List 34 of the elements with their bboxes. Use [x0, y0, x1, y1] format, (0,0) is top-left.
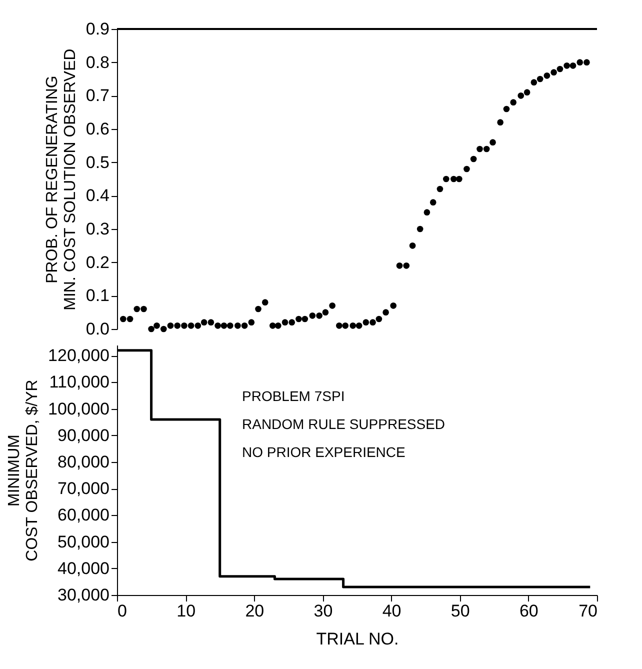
- x-tick-label: 20: [245, 602, 264, 620]
- y-tick-label: 90,000: [58, 426, 110, 445]
- annotation: PROBLEM 7SPI: [242, 388, 345, 404]
- y-axis-title: MINIMUM COST OBSERVED, $/YR: [6, 380, 42, 562]
- x-axis-title: TRIAL NO.: [316, 630, 399, 648]
- x-tick-label: 40: [382, 602, 402, 620]
- y-tick-label: 0.4: [86, 186, 110, 206]
- y-tick-label: 0.7: [86, 86, 110, 106]
- x-tick-label: 30: [314, 602, 333, 620]
- y-tick-label: 0.5: [86, 152, 110, 172]
- y-axis-title: PROB. OF REGENERATING MIN. COST SOLUTION OBSERVED: [44, 48, 79, 310]
- y-tick-label: 0.1: [86, 286, 110, 306]
- y-tick-label: 0.6: [86, 120, 110, 138]
- x-tick-label: 10: [176, 602, 196, 620]
- y-tick-label: 60,000: [58, 506, 110, 525]
- y-tick-label: 100,000: [48, 399, 110, 418]
- y-tick-label: 80,000: [58, 452, 110, 472]
- y-tick-label: 0.3: [86, 220, 110, 238]
- x-tick-label: 70: [578, 602, 598, 620]
- y-tick-label: 120,000: [48, 346, 110, 366]
- x-tick-label: 60: [519, 602, 538, 620]
- y-tick-label: 40,000: [58, 558, 110, 578]
- y-tick-label: 0.8: [86, 52, 110, 72]
- y-tick-label: 50,000: [58, 532, 110, 552]
- annotation: NO PRIOR EXPERIENCE: [242, 444, 406, 460]
- y-tick-label: 0.2: [86, 252, 110, 272]
- y-tick-label: 0.0: [86, 320, 110, 338]
- y-tick-label: 30,000: [58, 586, 110, 604]
- y-tick-label: 70,000: [58, 479, 110, 498]
- x-tick-label: 50: [450, 602, 470, 620]
- y-tick-label: 110,000: [49, 372, 110, 392]
- annotation: RANDOM RULE SUPPRESSED: [242, 416, 446, 432]
- y-tick-label: 0.9: [86, 20, 110, 38]
- x-tick-label: 0: [118, 602, 127, 620]
